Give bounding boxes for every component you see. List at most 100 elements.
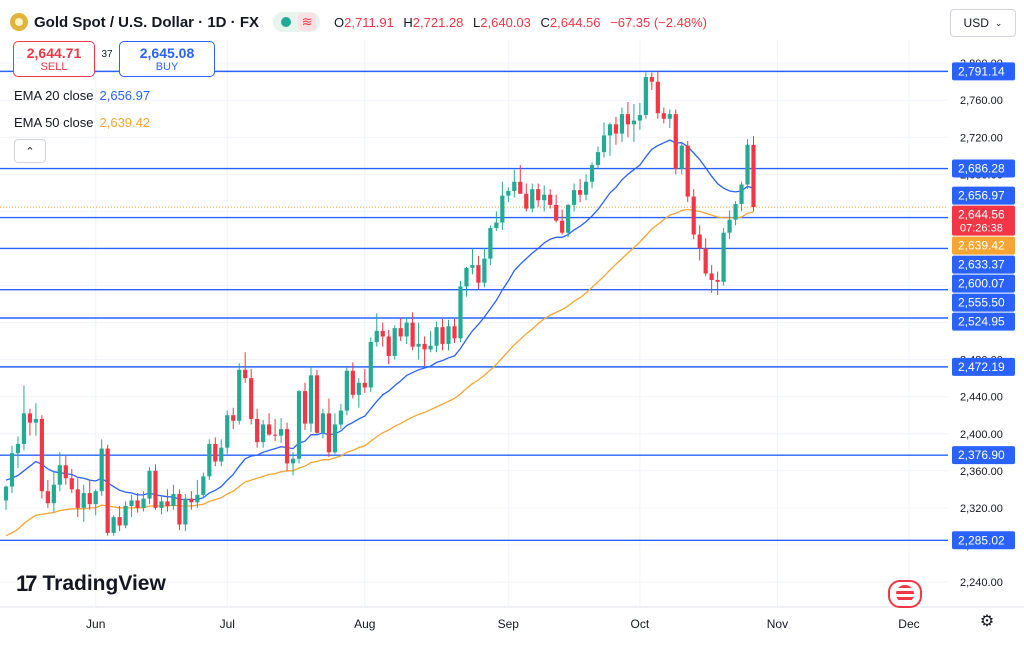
candle	[296, 391, 302, 459]
candle	[261, 424, 266, 443]
candle	[530, 189, 535, 209]
price-badge	[952, 186, 1015, 205]
price-badge-label: 2,686.28	[958, 162, 1005, 176]
candle	[583, 181, 589, 195]
candle	[27, 413, 33, 423]
y-tick-label: 2,240.00	[960, 577, 1003, 589]
candle	[661, 113, 666, 119]
candle	[267, 424, 272, 435]
x-tick-label: Jul	[220, 617, 235, 631]
candle	[667, 114, 672, 119]
candle	[577, 190, 583, 195]
candle	[715, 279, 720, 282]
candle	[338, 410, 343, 425]
tradingview-logo[interactable]: 17 TradingView	[16, 571, 166, 597]
candle	[703, 248, 708, 274]
market-status-pill[interactable]: ≋	[273, 12, 321, 32]
candle	[278, 429, 284, 436]
candle	[548, 194, 553, 205]
candle	[572, 190, 577, 205]
candle	[751, 144, 756, 208]
ema20-line	[5, 139, 754, 501]
candle	[518, 181, 523, 194]
sell-button[interactable]: 2,644.71 SELL	[13, 41, 95, 77]
ohlc-high-value: 2,721.28	[412, 14, 464, 30]
candle	[434, 327, 439, 346]
ohlc-values: O2,711.91 H2,721.28 L2,640.03 C2,644.56 …	[334, 15, 713, 30]
candle	[727, 219, 732, 233]
candle	[374, 330, 379, 343]
gold-symbol-icon	[10, 13, 28, 31]
indicator-ema50[interactable]: EMA 50 close 2,639.42	[14, 115, 150, 130]
currency-selector[interactable]: USD ⌄	[950, 9, 1016, 37]
candle	[649, 77, 654, 82]
y-tick-label: 2,320.00	[960, 503, 1003, 515]
candle	[302, 391, 308, 424]
candle	[482, 258, 487, 283]
candle	[159, 501, 164, 508]
ohlc-close-label: C	[540, 14, 550, 30]
collapse-indicators-button[interactable]: ⌃	[14, 139, 46, 163]
chart-header: Gold Spot / U.S. Dollar · 1D · FX ≋ O2,7…	[10, 8, 713, 36]
price-badge	[952, 62, 1015, 81]
ohlc-open-value: 2,711.91	[344, 14, 394, 30]
settings-button[interactable]: ⚙	[978, 612, 996, 630]
candle	[380, 330, 385, 337]
candle	[129, 500, 134, 507]
candle	[410, 322, 415, 347]
candle	[243, 369, 248, 379]
trade-panel: 2,644.71 SELL 37 2,645.08 BUY	[13, 41, 215, 77]
candle	[320, 413, 326, 433]
wave-icon: ≋	[298, 13, 317, 31]
indicator-ema20[interactable]: EMA 20 close 2,656.97	[14, 88, 150, 103]
candle	[637, 115, 642, 121]
chevron-up-icon: ⌃	[25, 145, 35, 158]
candle	[446, 326, 451, 344]
x-tick-label: Jun	[86, 617, 105, 631]
ohlc-high-label: H	[403, 14, 413, 30]
candle	[195, 494, 200, 503]
candle	[147, 470, 152, 499]
y-tick-label: 2,720.00	[960, 132, 1003, 144]
candle	[368, 342, 373, 388]
price-badge	[952, 446, 1015, 465]
candle	[613, 124, 619, 134]
candle	[589, 165, 595, 182]
candle	[290, 458, 296, 464]
candle	[464, 267, 469, 287]
us-flag-button[interactable]	[888, 580, 922, 608]
candle	[81, 493, 86, 508]
market-open-icon	[281, 17, 292, 27]
candle	[458, 286, 463, 339]
candle	[57, 465, 62, 485]
candle	[721, 232, 726, 282]
candle	[326, 413, 332, 453]
candle	[165, 501, 170, 507]
indicator-ema20-label: EMA 20 close	[14, 88, 94, 103]
price-badge-label: 2,656.97	[958, 189, 1005, 203]
buy-label: BUY	[155, 60, 179, 73]
ohlc-close-value: 2,644.56	[549, 14, 601, 30]
candle	[512, 181, 517, 192]
price-badge-label: 2,555.50	[958, 296, 1005, 310]
candle	[39, 418, 44, 492]
price-badge-label: 2,644.56	[958, 208, 1005, 222]
buy-button[interactable]: 2,645.08 BUY	[119, 41, 215, 77]
price-badge-label: 2,600.07	[958, 277, 1005, 291]
price-change: −67.35 (−2.48%)	[610, 14, 707, 30]
candle	[685, 145, 690, 197]
candle	[536, 189, 541, 201]
candle	[619, 114, 625, 134]
candle	[625, 114, 631, 125]
candle	[75, 489, 80, 508]
candle	[362, 382, 367, 388]
price-badge-label: 2,376.90	[958, 448, 1005, 462]
candle	[9, 453, 15, 487]
price-badge	[952, 236, 1015, 255]
symbol-title[interactable]: Gold Spot / U.S. Dollar · 1D · FX	[34, 13, 260, 31]
ohlc-open-label: O	[334, 14, 345, 30]
tradingview-wordmark: TradingView	[42, 572, 166, 595]
candle	[595, 152, 601, 166]
